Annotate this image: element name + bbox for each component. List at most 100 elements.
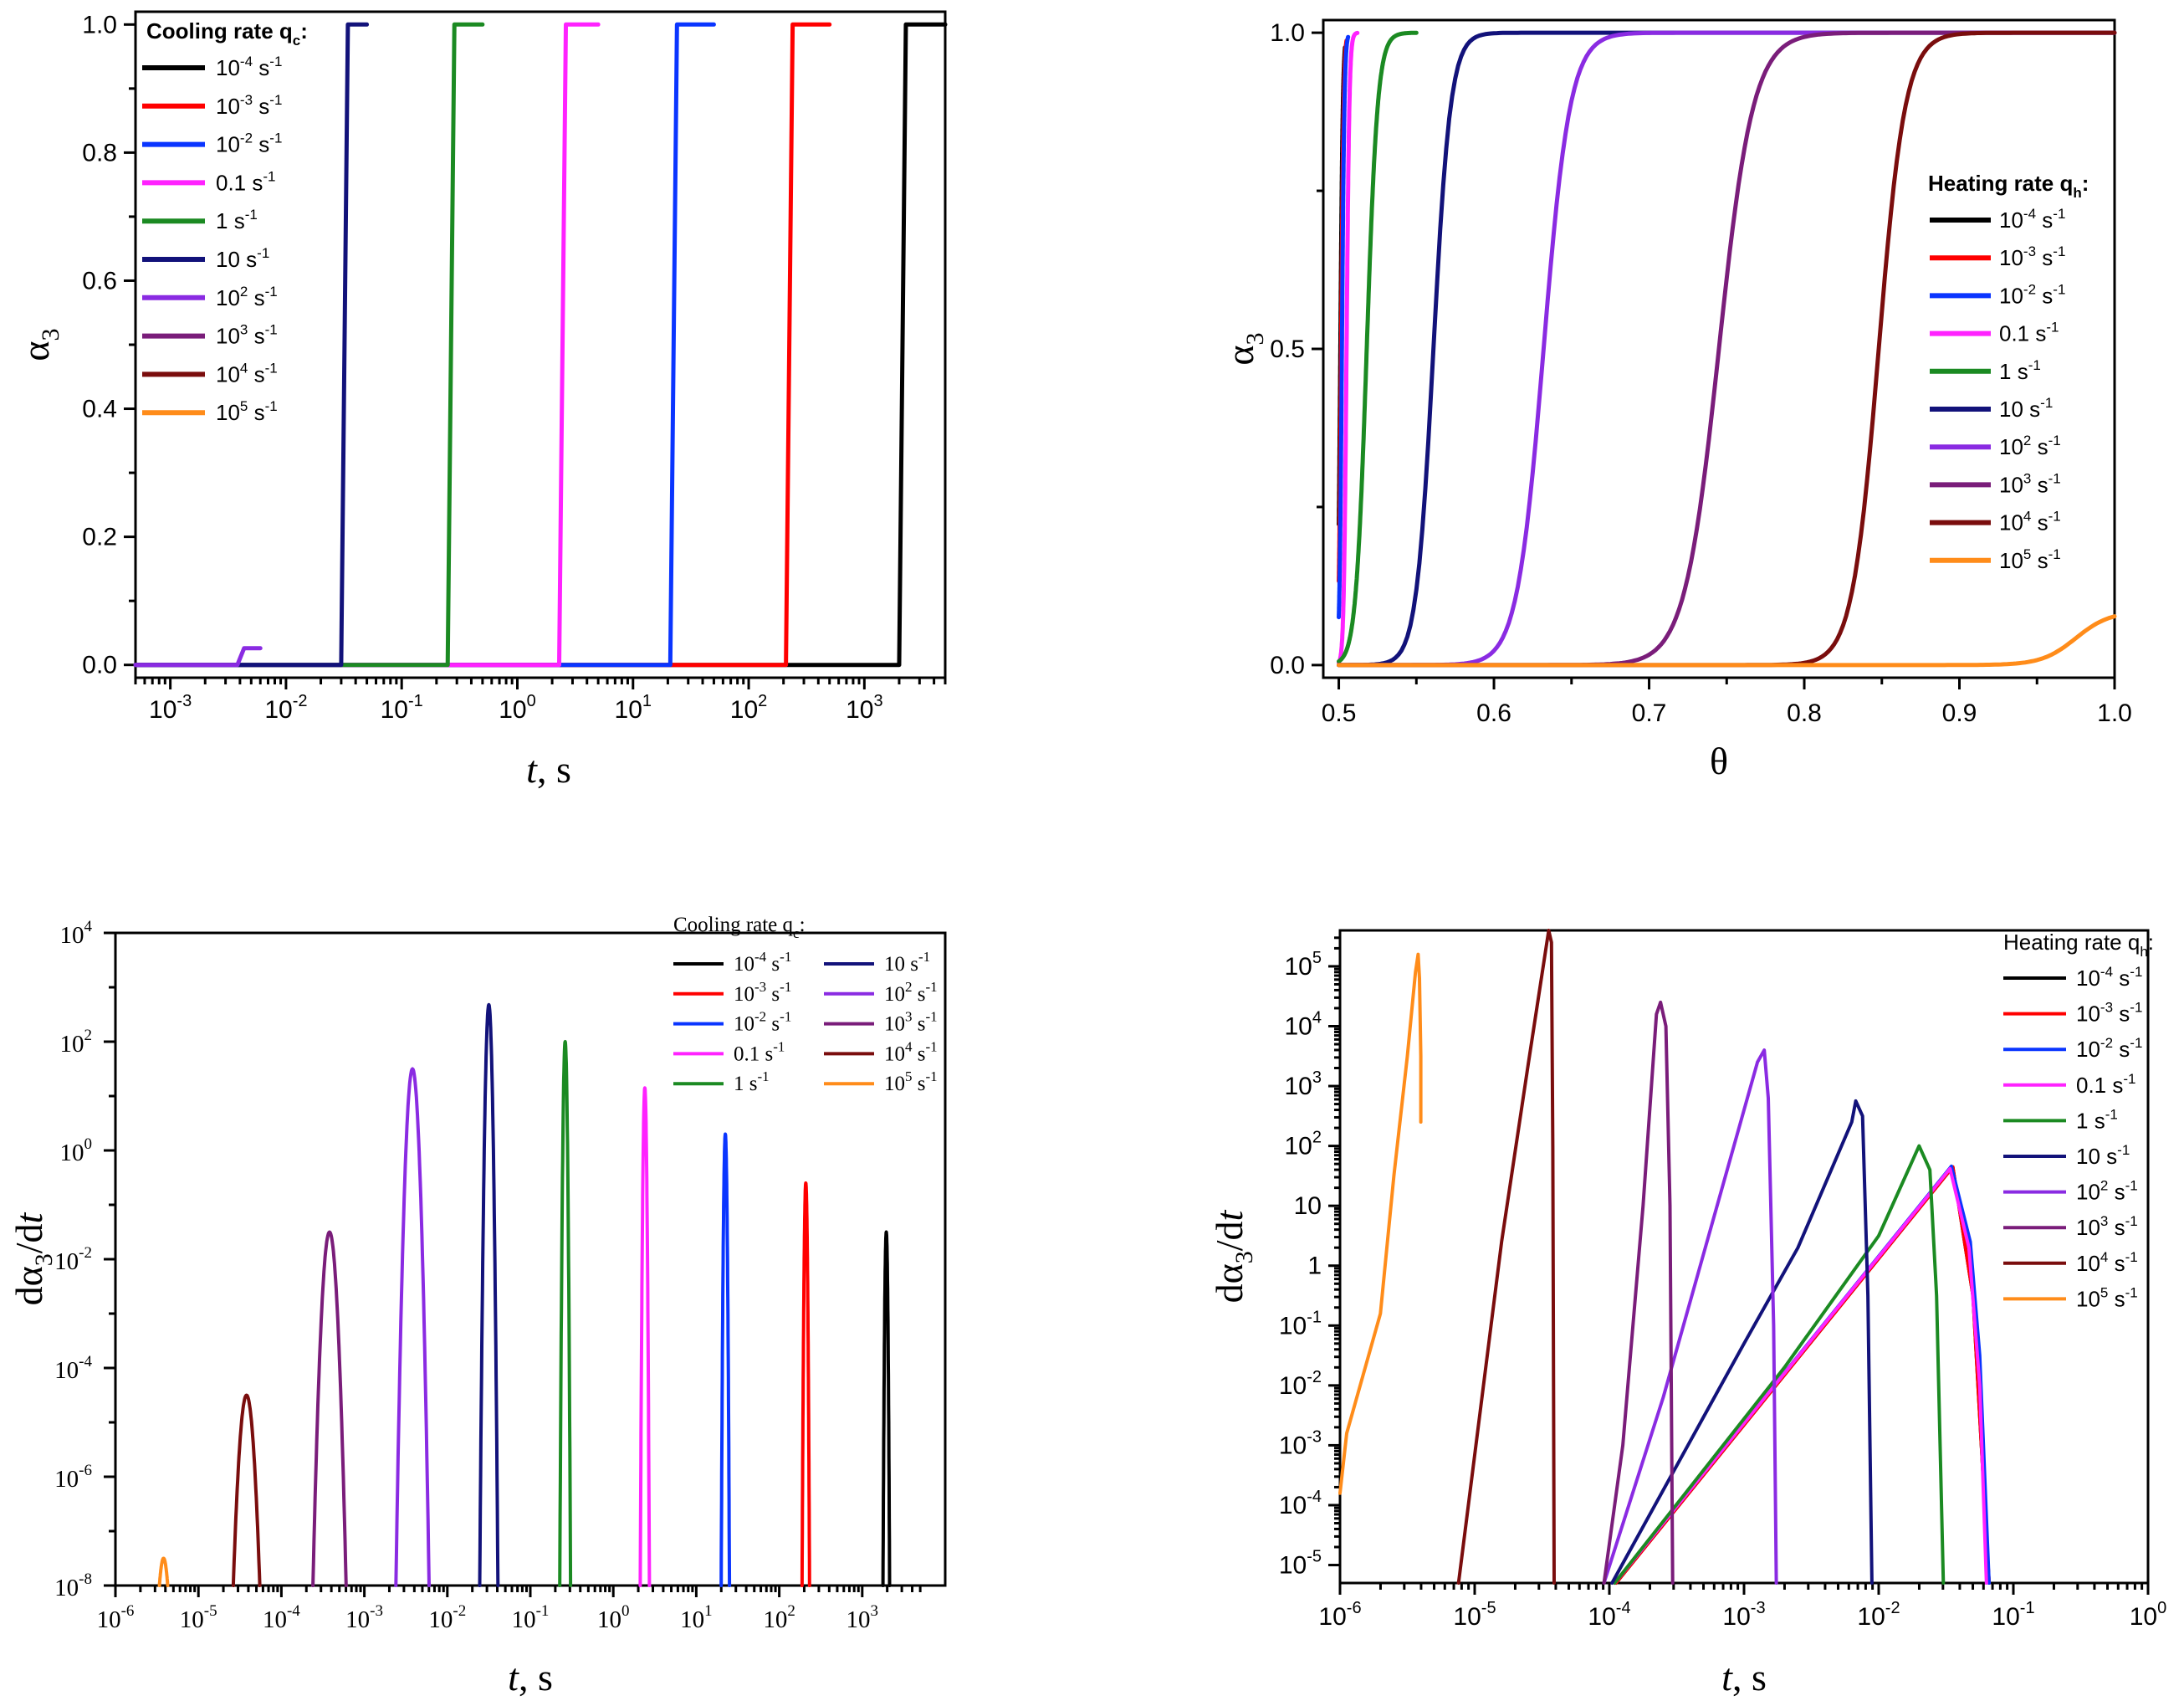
series-line: [1610, 1099, 1874, 1585]
y-tick-label: 1.0: [1270, 19, 1305, 47]
y-tick-label: 10-6: [54, 1462, 92, 1493]
legend-label: 10-3 s-1: [734, 979, 791, 1006]
x-tick-label: 103: [846, 692, 883, 724]
x-tick-label: 10-1: [381, 692, 423, 724]
legend-title: Cooling rate qc:: [146, 18, 308, 49]
legend-label: 0.1 s-1: [2076, 1071, 2136, 1098]
legend-label: 103 s-1: [884, 1009, 938, 1036]
x-tick-label: 100: [597, 1602, 630, 1633]
y-tick-label: 10-2: [54, 1244, 92, 1275]
series-line: [1337, 30, 1360, 665]
y-tick-label: 0.0: [82, 652, 117, 679]
legend-label: 105 s-1: [884, 1068, 938, 1095]
x-axis-label: t, s: [508, 1656, 553, 1698]
x-tick-label: 0.7: [1632, 699, 1667, 727]
legend-label: 10 s-1: [884, 949, 930, 976]
y-tick-label: 0.0: [1270, 652, 1305, 679]
legend-label: 102 s-1: [216, 284, 278, 310]
x-tick-label: 10-3: [149, 692, 192, 724]
legend-label: 10-2 s-1: [2076, 1035, 2142, 1062]
y-tick-label: 10-1: [1279, 1308, 1322, 1340]
legend-label: 1 s-1: [734, 1068, 770, 1095]
series-line: [1337, 30, 1419, 663]
x-axis-label: t, s: [1721, 1656, 1767, 1698]
y-tick-label: 0.4: [82, 396, 117, 423]
y-tick-label: 10-3: [1279, 1427, 1322, 1459]
panel-a-alpha3-vs-time: 0.0 0.2 0.4 0.6 0.8 1.0 10-3 10-2 10-1 100 101 102 1…: [14, 10, 948, 791]
legend-label: 1 s-1: [1999, 357, 2041, 384]
legend-label: 104 s-1: [884, 1038, 938, 1065]
series-line: [719, 1132, 732, 1587]
series-line: [311, 1230, 348, 1587]
legend-title: Heating rate qh:: [1928, 171, 2089, 201]
series-line: [1337, 34, 1351, 620]
legend-label: 10 s-1: [1999, 395, 2053, 422]
x-tick-label: 100: [499, 692, 536, 724]
x-tick-label: 10-4: [263, 1602, 300, 1633]
y-tick-label: 102: [60, 1027, 93, 1058]
series-line: [133, 22, 370, 668]
legend-title: Heating rate qh:: [2003, 930, 2154, 960]
y-tick-label: 10-5: [1279, 1548, 1322, 1580]
legend-label: 10-4 s-1: [1999, 206, 2065, 233]
y-tick-label: 1: [1307, 1253, 1322, 1280]
series-line: [1613, 1144, 1946, 1585]
panel-d-rate-vs-time-heating: 10-5 10-4 10-3 10-2 10-1 1 10 102 103 104 105 10-6 1…: [1208, 929, 2167, 1698]
x-tick-label: 10-4: [1588, 1599, 1630, 1631]
series-line: [478, 1002, 500, 1587]
series-line: [800, 1181, 811, 1587]
y-tick-label: 0.8: [82, 139, 117, 167]
panel-b-alpha3-vs-theta: 0.0 0.5 1.0 0.5 0.6 0.7 0.8 0.9 1.0 θ α3 Heating ra…: [1219, 18, 2132, 782]
y-tick-label: 102: [1285, 1129, 1322, 1160]
y-tick-label: 105: [1285, 949, 1322, 981]
legend-label: 102 s-1: [884, 979, 938, 1006]
x-tick-label: 101: [680, 1602, 713, 1633]
y-axis-label: dα3/dt: [8, 1212, 58, 1305]
legend-label: 10-2 s-1: [734, 1009, 791, 1036]
y-tick-label: 10-4: [1279, 1488, 1322, 1519]
legend-label: 104 s-1: [2076, 1249, 2138, 1276]
legend-label: 1 s-1: [216, 207, 258, 233]
x-tick-label: 0.5: [1322, 699, 1357, 727]
legend-label: 10-4 s-1: [734, 949, 791, 976]
x-tick-label: 10-1: [1992, 1599, 2034, 1631]
series-line: [558, 1040, 573, 1587]
series-line: [1456, 929, 1556, 1585]
legend-label: 105 s-1: [216, 398, 278, 425]
legend-label: 104 s-1: [1999, 509, 2061, 535]
x-tick-label: 103: [846, 1602, 879, 1633]
y-tick-label: 10: [1294, 1192, 1322, 1220]
legend-label: 103 s-1: [2076, 1213, 2138, 1240]
legend-label: 1 s-1: [2076, 1106, 2118, 1133]
x-tick-label: 0.8: [1787, 699, 1822, 727]
y-axis-label: α3: [14, 328, 64, 361]
legend-label: 103 s-1: [1999, 470, 2061, 497]
series-line: [881, 1230, 892, 1587]
legend-label: 102 s-1: [1999, 433, 2061, 459]
x-tick-label: 10-2: [1857, 1599, 1900, 1631]
y-tick-label: 104: [1285, 1008, 1322, 1040]
legend-label: 105 s-1: [1999, 546, 2061, 573]
x-axis-label: t, s: [526, 748, 571, 791]
series-line: [394, 1067, 431, 1587]
x-tick-label: 10-5: [180, 1602, 217, 1633]
series-line: [133, 22, 485, 668]
legend-title: Cooling rate qc:: [673, 914, 806, 941]
y-tick-label: 0.6: [82, 267, 117, 295]
legend-label: 102 s-1: [2076, 1178, 2138, 1205]
x-tick-label: 1.0: [2097, 699, 2132, 727]
y-axis-label: dα3/dt: [1208, 1209, 1258, 1303]
legend-label: 10-2 s-1: [216, 131, 282, 157]
x-tick-label: 10-3: [1722, 1599, 1765, 1631]
series-line: [638, 1086, 652, 1587]
y-tick-label: 10-4: [54, 1353, 92, 1384]
legend-label: 10 s-1: [216, 245, 269, 272]
x-tick-label: 100: [2130, 1599, 2167, 1631]
legend-label: 10-3 s-1: [216, 92, 282, 119]
series-line: [157, 1556, 170, 1587]
x-tick-label: 10-2: [428, 1602, 466, 1633]
series-line: [1338, 952, 1423, 1495]
legend-label: 10-3 s-1: [1999, 243, 2065, 270]
